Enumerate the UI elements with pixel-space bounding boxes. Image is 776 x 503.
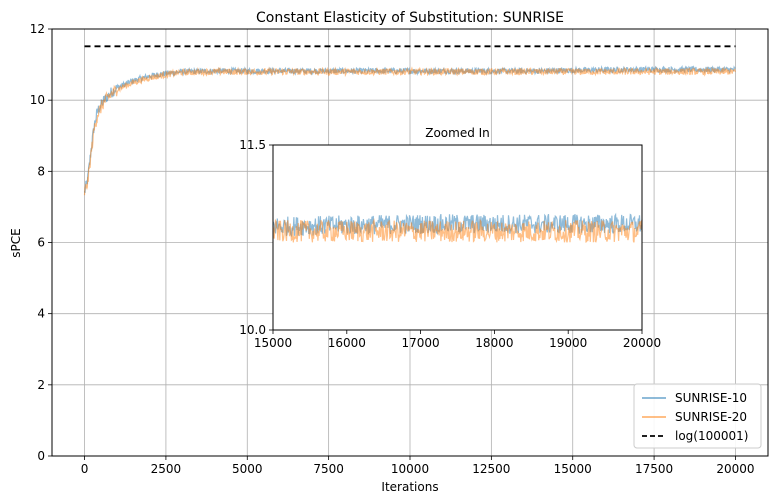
y-tick-label: 2 (37, 378, 45, 392)
x-tick-label: 10000 (391, 462, 429, 476)
legend-box (633, 383, 762, 449)
inset-title: Zoomed In (425, 126, 490, 140)
main-ticks: 0 2500 5000 7500 10000 12500 15000 17500 20000 0 2… (30, 22, 755, 476)
inset-chart: 15000 16000 17000 18000 19000 20000 10.0 11.5 Z… (239, 126, 661, 350)
inset-x-tick-label: 18000 (475, 336, 513, 350)
inset-y-tick-label: 10.0 (239, 323, 266, 337)
inset-series-line-sunrise-10 (272, 212, 643, 238)
series-line-sunrise-20 (83, 66, 736, 196)
x-tick-label: 7500 (313, 462, 344, 476)
x-tick-label: 17500 (635, 462, 673, 476)
inset-x-tick-label: 19000 (549, 336, 587, 350)
y-tick-label: 4 (37, 307, 45, 321)
y-tick-label: 0 (37, 449, 45, 463)
inset-series (272, 212, 643, 244)
inset-y-tick-label: 11.5 (239, 138, 266, 152)
x-tick-label: 20000 (716, 462, 754, 476)
legend: SUNRISE-10 SUNRISE-20 log(100001) (633, 383, 762, 449)
inset-x-tick-label: 16000 (328, 336, 366, 350)
x-axis-label: Iterations (381, 480, 438, 494)
legend-label-sunrise-10: SUNRISE-10 (675, 391, 747, 405)
inset-x-tick-label: 20000 (623, 336, 661, 350)
y-tick-label: 8 (37, 164, 45, 178)
inset-ticks: 15000 16000 17000 18000 19000 20000 10.0 11.5 (239, 138, 661, 350)
y-tick-label: 6 (37, 236, 45, 250)
x-tick-label: 12500 (472, 462, 510, 476)
x-tick-label: 15000 (554, 462, 592, 476)
y-axis-label: sPCE (9, 228, 23, 257)
chart-title: Constant Elasticity of Substitution: SUN… (256, 10, 564, 26)
inset-x-tick-label: 15000 (254, 336, 292, 350)
inset-series-line-sunrise-20 (272, 218, 643, 244)
inset-frame (272, 144, 643, 331)
y-tick-label: 12 (30, 22, 45, 36)
main-series (83, 45, 736, 196)
x-tick-label: 0 (81, 462, 89, 476)
y-tick-label: 10 (30, 93, 45, 107)
legend-label-log: log(100001) (675, 429, 748, 443)
x-tick-label: 5000 (232, 462, 263, 476)
legend-label-sunrise-20: SUNRISE-20 (675, 410, 747, 424)
inset-x-tick-label: 17000 (402, 336, 440, 350)
x-tick-label: 2500 (151, 462, 182, 476)
